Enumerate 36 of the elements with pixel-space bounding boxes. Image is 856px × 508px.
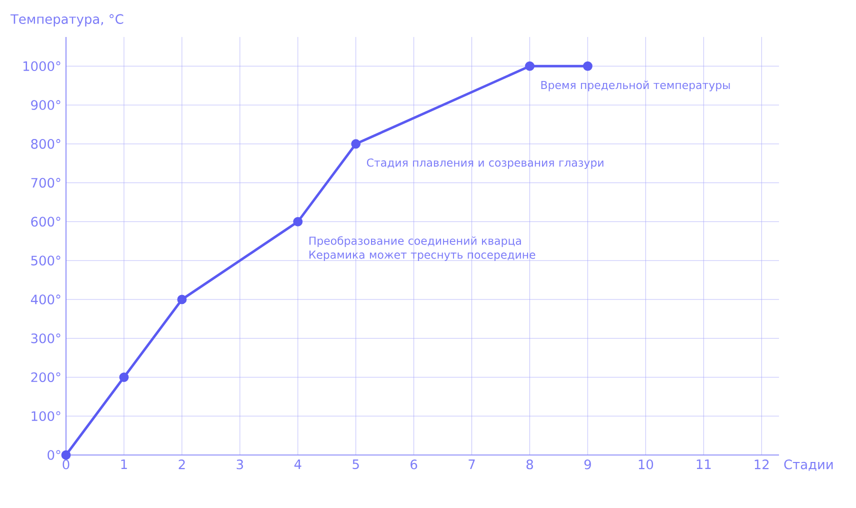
y-tick-label: 300° — [31, 333, 60, 344]
y-tick-label: 900° — [31, 100, 60, 110]
point — [351, 139, 361, 149]
x-tick-label: 7 — [468, 460, 475, 469]
y-tick-label: 800° — [31, 139, 60, 149]
y-tick-label: 700° — [31, 178, 60, 188]
point — [293, 216, 303, 226]
annotation: Время предельной температуры — [541, 80, 730, 92]
annotation: Стадия плавления и созревания глазури — [366, 158, 604, 169]
x-tick-label: 12 — [754, 460, 769, 470]
x-tick-label: 9 — [584, 460, 591, 470]
x-tick-label: 8 — [526, 460, 533, 470]
x-axis-title: Стадии — [784, 460, 833, 471]
y-tick-label: 0° — [48, 450, 60, 460]
x-tick-label: 10 — [638, 460, 654, 470]
x-tick-label: 3 — [236, 460, 243, 470]
x-tick-label: 1 — [121, 460, 127, 469]
point — [525, 61, 534, 71]
y-tick-label: 500° — [31, 256, 60, 266]
point — [61, 450, 71, 460]
y-tick-label: 400° — [30, 294, 60, 304]
point — [582, 61, 592, 71]
point — [177, 294, 187, 304]
x-tick-label: 11 — [696, 460, 711, 469]
point — [119, 372, 129, 382]
x-tick-label: 2 — [178, 460, 185, 470]
x-tick-label: 6 — [410, 460, 418, 470]
y-tick-label: 100° — [32, 411, 60, 422]
y-tick-label: 600° — [31, 216, 60, 227]
y-tick-label: 200° — [31, 372, 60, 382]
annotation: Преобразование соединений кварца Керамика может треснуть посередине — [309, 236, 536, 261]
x-tick-label: 5 — [352, 460, 359, 470]
x-tick-label: 4 — [294, 460, 302, 469]
y-tick-label: 1000° — [23, 61, 60, 72]
y-axis-title: Температура, °С — [10, 14, 124, 26]
x-tick-label: 0 — [62, 460, 70, 470]
